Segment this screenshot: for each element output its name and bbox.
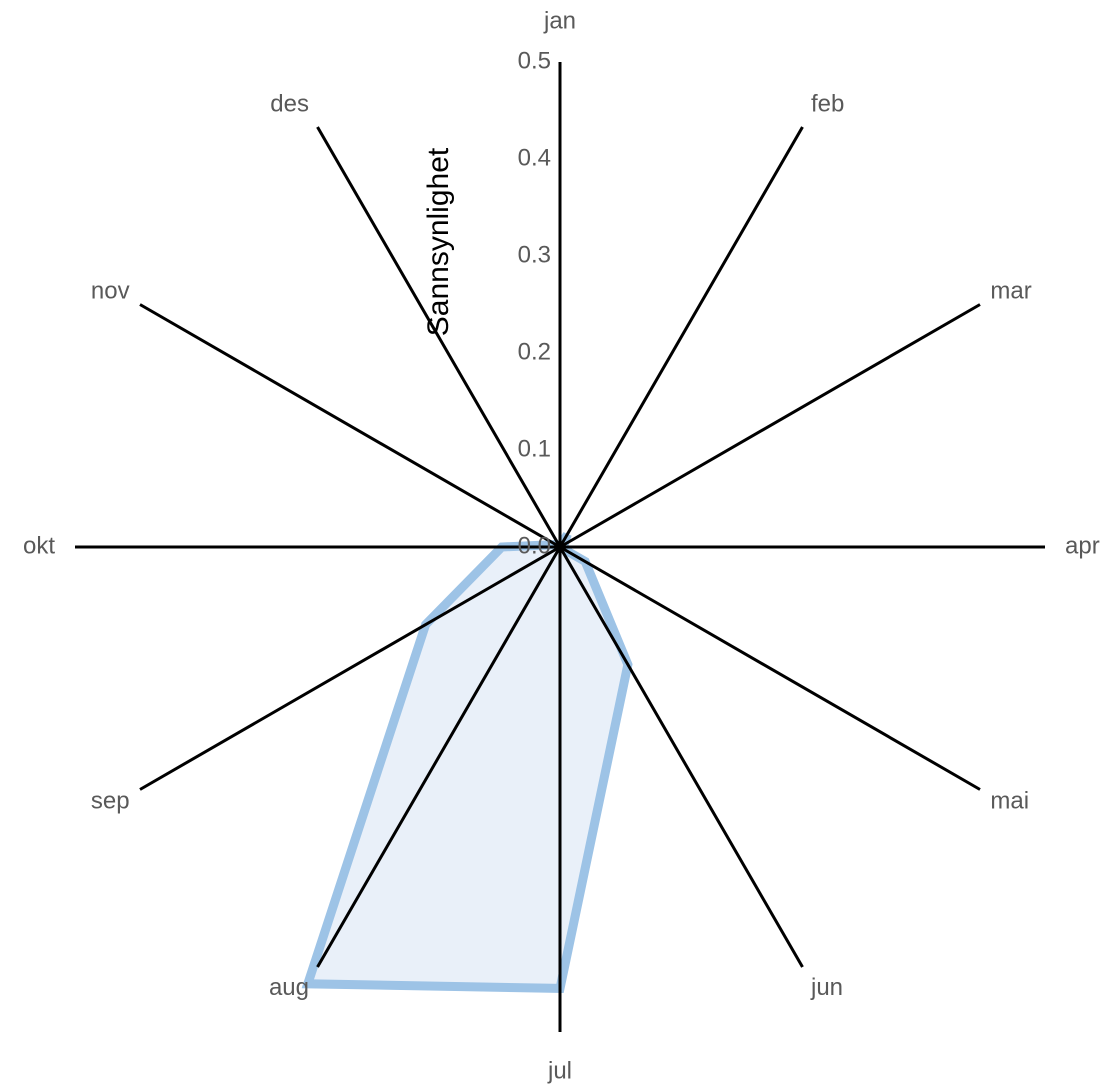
category-label-mai: mai xyxy=(990,787,1029,814)
category-label-jan: jan xyxy=(543,7,576,34)
category-label-apr: apr xyxy=(1065,532,1100,559)
tick-label: 0.3 xyxy=(518,241,551,268)
spoke-mai xyxy=(559,545,981,791)
spoke-des xyxy=(316,126,562,548)
category-label-des: des xyxy=(270,91,309,118)
spoke-mar xyxy=(559,303,981,549)
spoke-aug xyxy=(316,546,562,968)
spoke-sep xyxy=(139,545,561,791)
category-label-aug: aug xyxy=(269,974,309,1001)
series-area-1 xyxy=(301,532,633,993)
category-label-mar: mar xyxy=(990,277,1031,304)
y-axis-title: Sannsynlighet xyxy=(422,147,455,336)
tick-label: 0.4 xyxy=(518,144,551,171)
category-label-feb: feb xyxy=(811,91,844,118)
tick-label: 0.5 xyxy=(518,47,551,74)
radial-tick-labels: 0.0 0.1 0.2 0.3 0.4 0.5 xyxy=(518,47,551,559)
category-label-sep: sep xyxy=(91,787,130,814)
radar-series-layer xyxy=(301,532,633,993)
category-label-okt: okt xyxy=(23,532,55,559)
category-label-jun: jun xyxy=(810,974,843,1001)
spoke-jun xyxy=(558,546,804,968)
category-labels: jan feb mar apr mai jun jul aug sep okt nov des xyxy=(23,7,1100,1084)
category-label-jul: jul xyxy=(547,1057,572,1084)
tick-label: 0.0 xyxy=(518,532,551,559)
spoke-nov xyxy=(139,303,561,549)
radar-spokes xyxy=(75,62,1045,1032)
tick-label: 0.2 xyxy=(518,338,551,365)
spoke-feb xyxy=(558,126,804,548)
category-label-nov: nov xyxy=(91,277,130,304)
tick-label: 0.1 xyxy=(518,435,551,462)
